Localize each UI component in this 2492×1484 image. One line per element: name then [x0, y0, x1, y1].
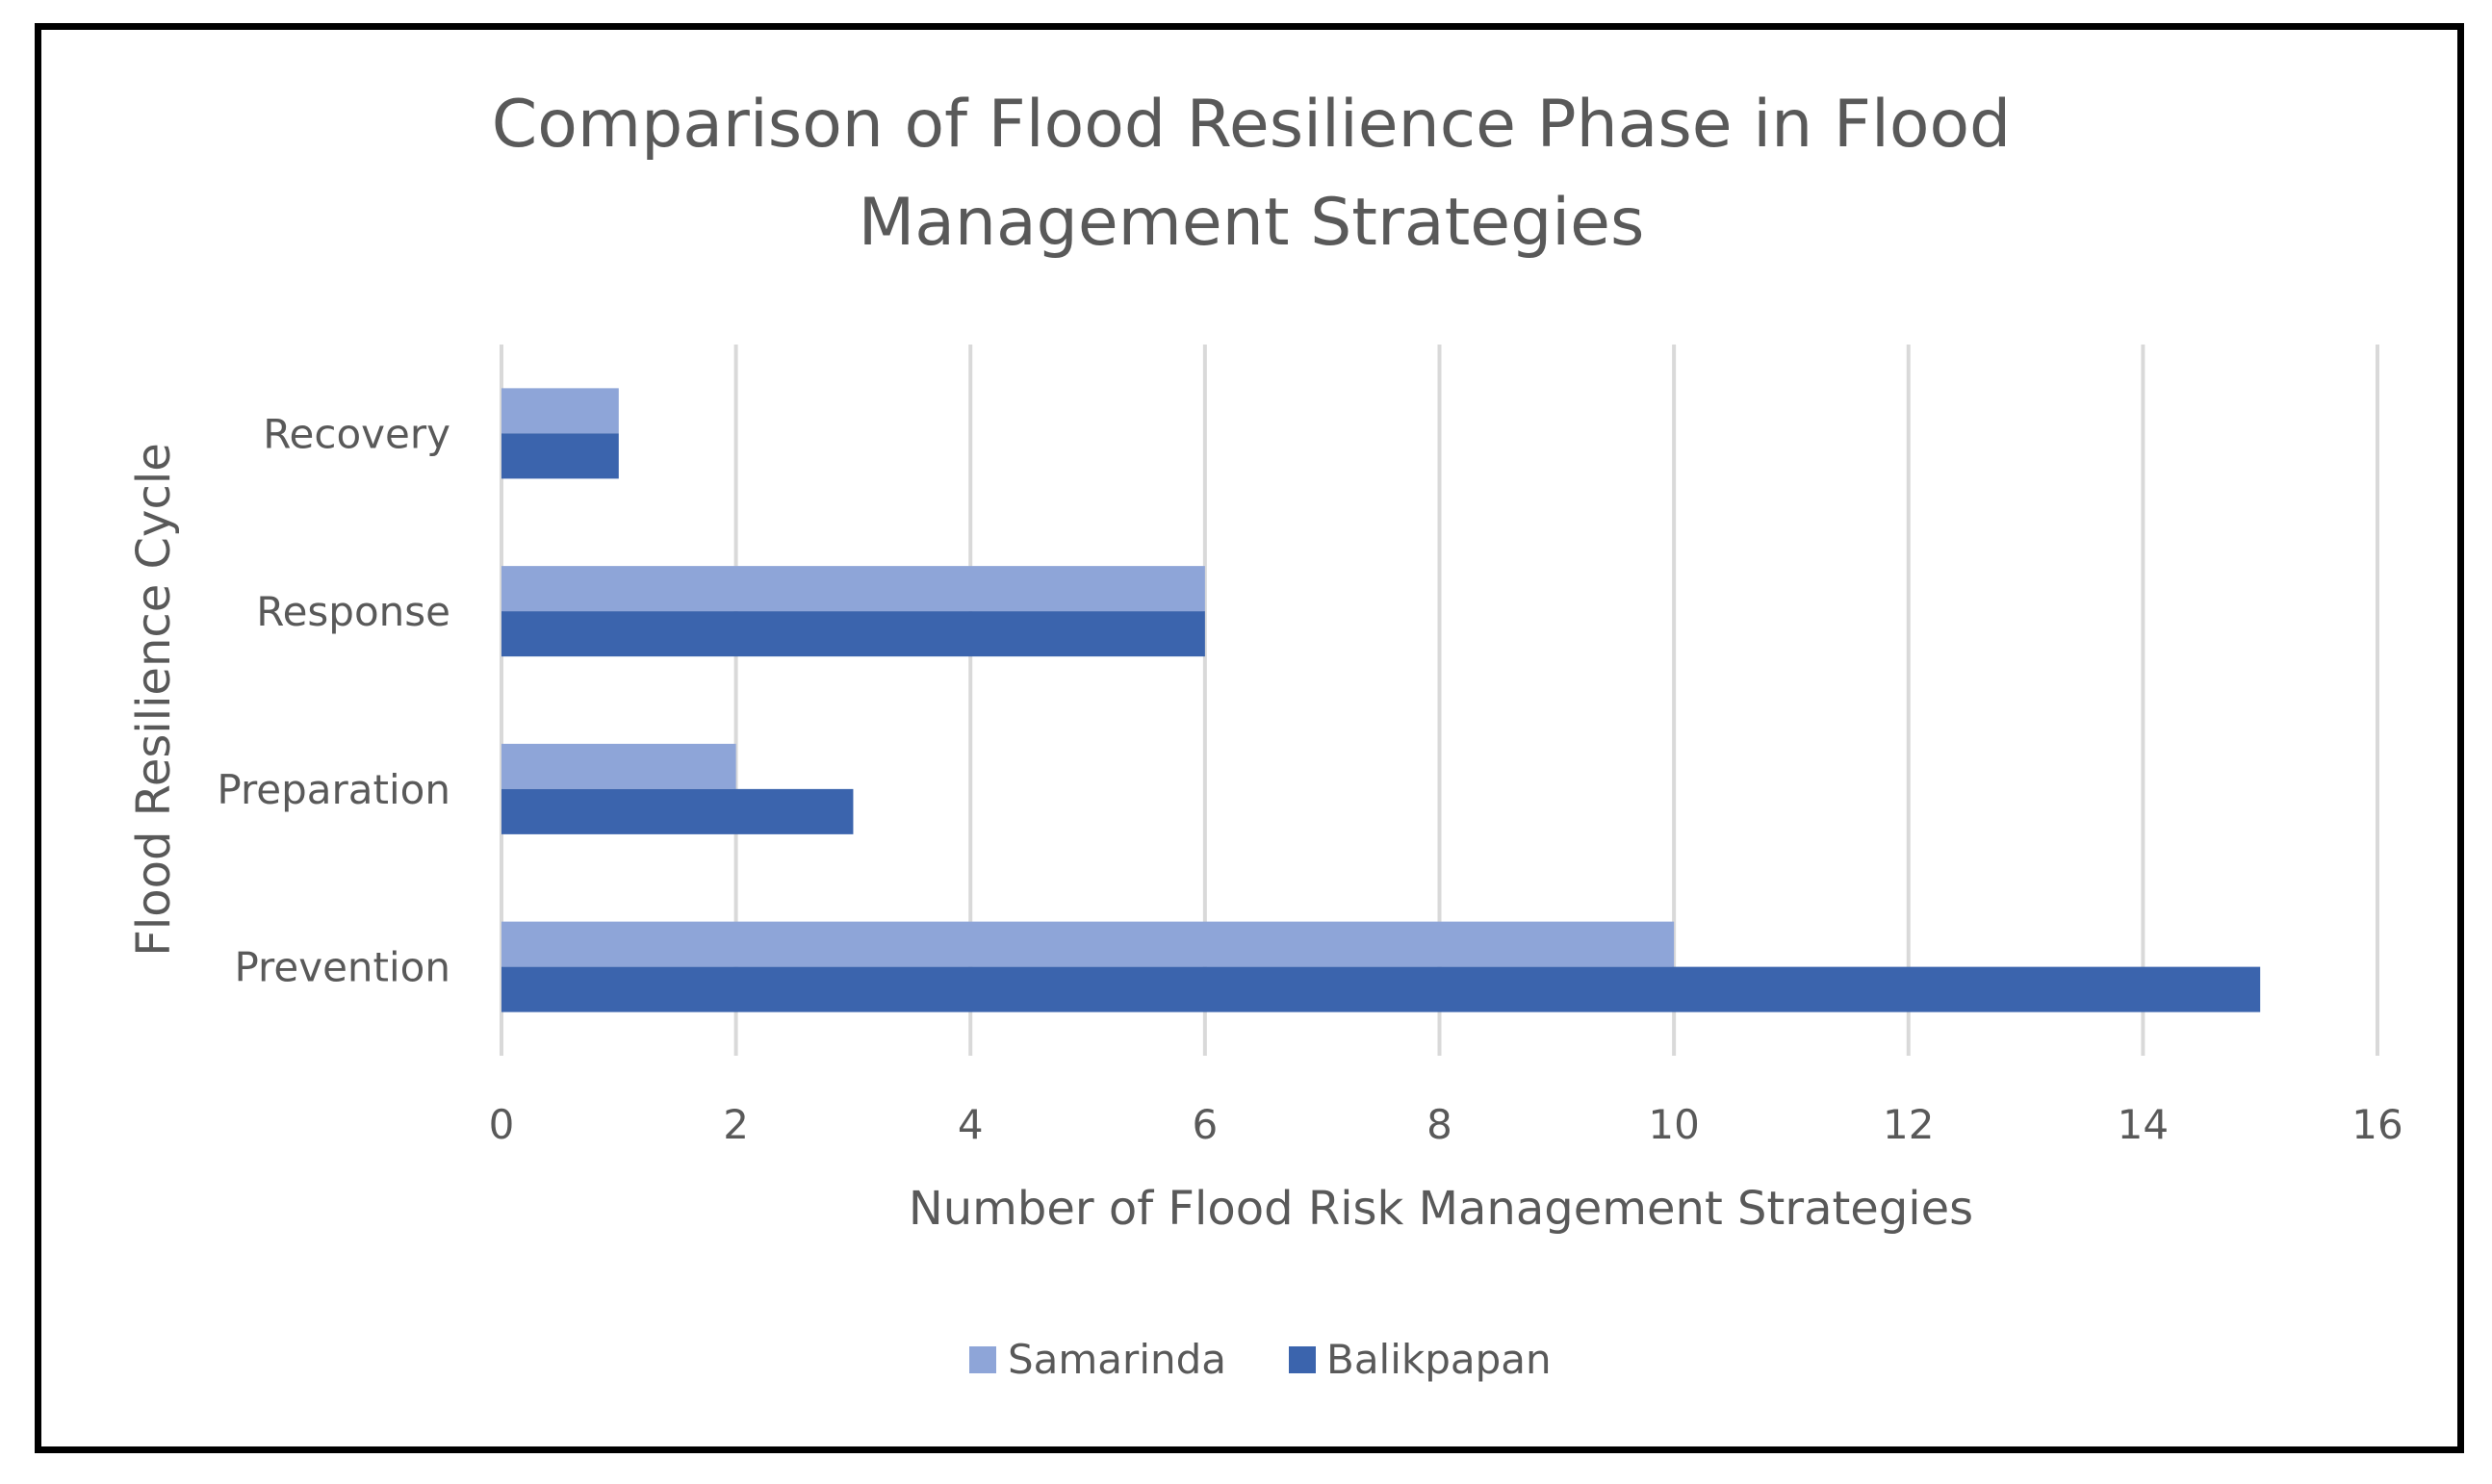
bar-balikpapan-recovery — [501, 433, 619, 479]
bar-balikpapan-preparation — [501, 788, 854, 834]
x-tick-labels: 0 2 4 6 8 10 12 14 16 — [489, 1101, 2403, 1148]
x-tick-label-10: 10 — [1648, 1101, 1699, 1148]
chart-title-line-1: Comparison of Flood Resilience Phase in … — [492, 87, 2011, 163]
x-tick-label-12: 12 — [1883, 1101, 1934, 1148]
category-label-preparation: Preparation — [217, 766, 450, 813]
bar-samarinda-recovery — [501, 388, 619, 434]
bar-samarinda-response — [501, 566, 1205, 612]
x-axis-title: Number of Flood Risk Management Strategi… — [909, 1182, 1973, 1236]
x-tick-label-14: 14 — [2118, 1101, 2169, 1148]
legend-label-samarinda: Samarinda — [1008, 1336, 1226, 1383]
bar-samarinda-prevention — [501, 921, 1675, 967]
category-labels: Prevention Preparation Response Recovery — [217, 410, 450, 990]
bars — [501, 388, 2261, 1012]
chart-title-line-2: Management Strategies — [859, 185, 1645, 261]
y-axis-title: Flood Resilience Cycle — [127, 443, 181, 956]
bar-balikpapan-prevention — [501, 966, 2261, 1012]
legend: Samarinda Balikpapan — [969, 1336, 1552, 1383]
x-tick-label-4: 4 — [958, 1101, 984, 1148]
legend-swatch-balikpapan — [1289, 1346, 1316, 1373]
x-tick-label-16: 16 — [2351, 1101, 2402, 1148]
category-label-recovery: Recovery — [263, 410, 450, 457]
x-tick-label-8: 8 — [1426, 1101, 1452, 1148]
chart-frame — [35, 23, 2464, 1453]
category-label-response: Response — [256, 588, 450, 635]
category-label-prevention: Prevention — [234, 944, 450, 991]
x-tick-label-0: 0 — [489, 1101, 515, 1148]
bar-balikpapan-response — [501, 611, 1205, 657]
legend-swatch-samarinda — [969, 1346, 996, 1373]
x-tick-label-2: 2 — [723, 1101, 749, 1148]
x-tick-label-6: 6 — [1193, 1101, 1219, 1148]
bar-samarinda-preparation — [501, 743, 736, 789]
legend-label-balikpapan: Balikpapan — [1326, 1336, 1552, 1383]
